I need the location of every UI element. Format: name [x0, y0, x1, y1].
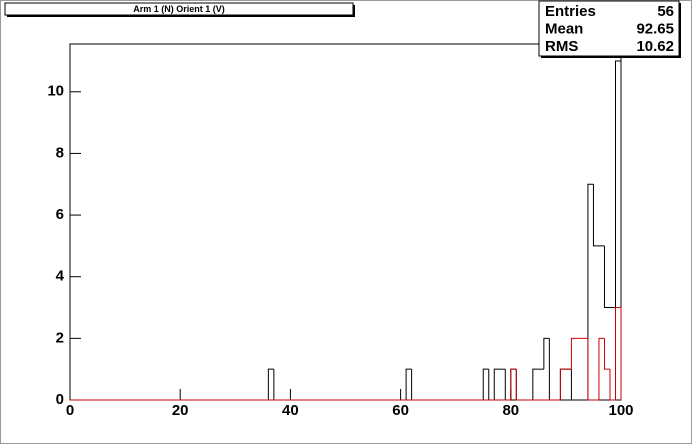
histogram-bin: [493, 368, 500, 400]
histogram-bin: [559, 368, 566, 400]
histogram-bin: [614, 307, 622, 400]
histogram-bin: [570, 337, 577, 370]
histogram-bin: [510, 368, 517, 400]
y-tick-label: 2: [56, 329, 64, 346]
y-tick-label: 4: [56, 268, 65, 285]
histogram-bin: [515, 369, 522, 401]
stat-value: 56: [657, 3, 674, 20]
histogram-bin: [482, 368, 489, 400]
stat-value: 92.65: [636, 20, 674, 37]
histogram-bin: [570, 369, 577, 401]
histogram-bin: [543, 337, 550, 370]
y-tick-label: 0: [56, 391, 64, 408]
title-box: [4, 2, 354, 16]
histogram-bin: [603, 245, 610, 309]
stat-label: Mean: [545, 20, 583, 37]
histogram-bin: [405, 368, 412, 400]
x-tick-label: 100: [608, 402, 633, 419]
x-tick-label: 40: [282, 402, 299, 419]
histogram-bin: [592, 184, 599, 247]
stat-label: RMS: [545, 38, 578, 55]
histogram-bin: [609, 369, 616, 401]
y-tick-label: 10: [47, 83, 64, 100]
histogram-bin: [267, 368, 274, 400]
histogram-bin: [587, 338, 594, 401]
histogram-bin: [532, 368, 539, 400]
stats-box: [538, 0, 680, 57]
y-tick-label: 6: [56, 206, 64, 223]
histogram-bin: [603, 338, 610, 370]
x-tick-label: 20: [172, 402, 189, 419]
histogram-bin: [587, 183, 594, 400]
x-tick-label: 80: [502, 402, 519, 419]
histogram-bin: [598, 337, 605, 400]
chart-title: Arm 1 (N) Orient 1 (V): [133, 4, 225, 14]
x-tick-label: 0: [66, 402, 74, 419]
y-tick-label: 8: [56, 144, 64, 161]
stat-label: Entries: [545, 3, 596, 20]
x-tick-label: 60: [392, 402, 409, 419]
histogram-bin: [614, 60, 622, 400]
stat-value: 10.62: [636, 38, 674, 55]
